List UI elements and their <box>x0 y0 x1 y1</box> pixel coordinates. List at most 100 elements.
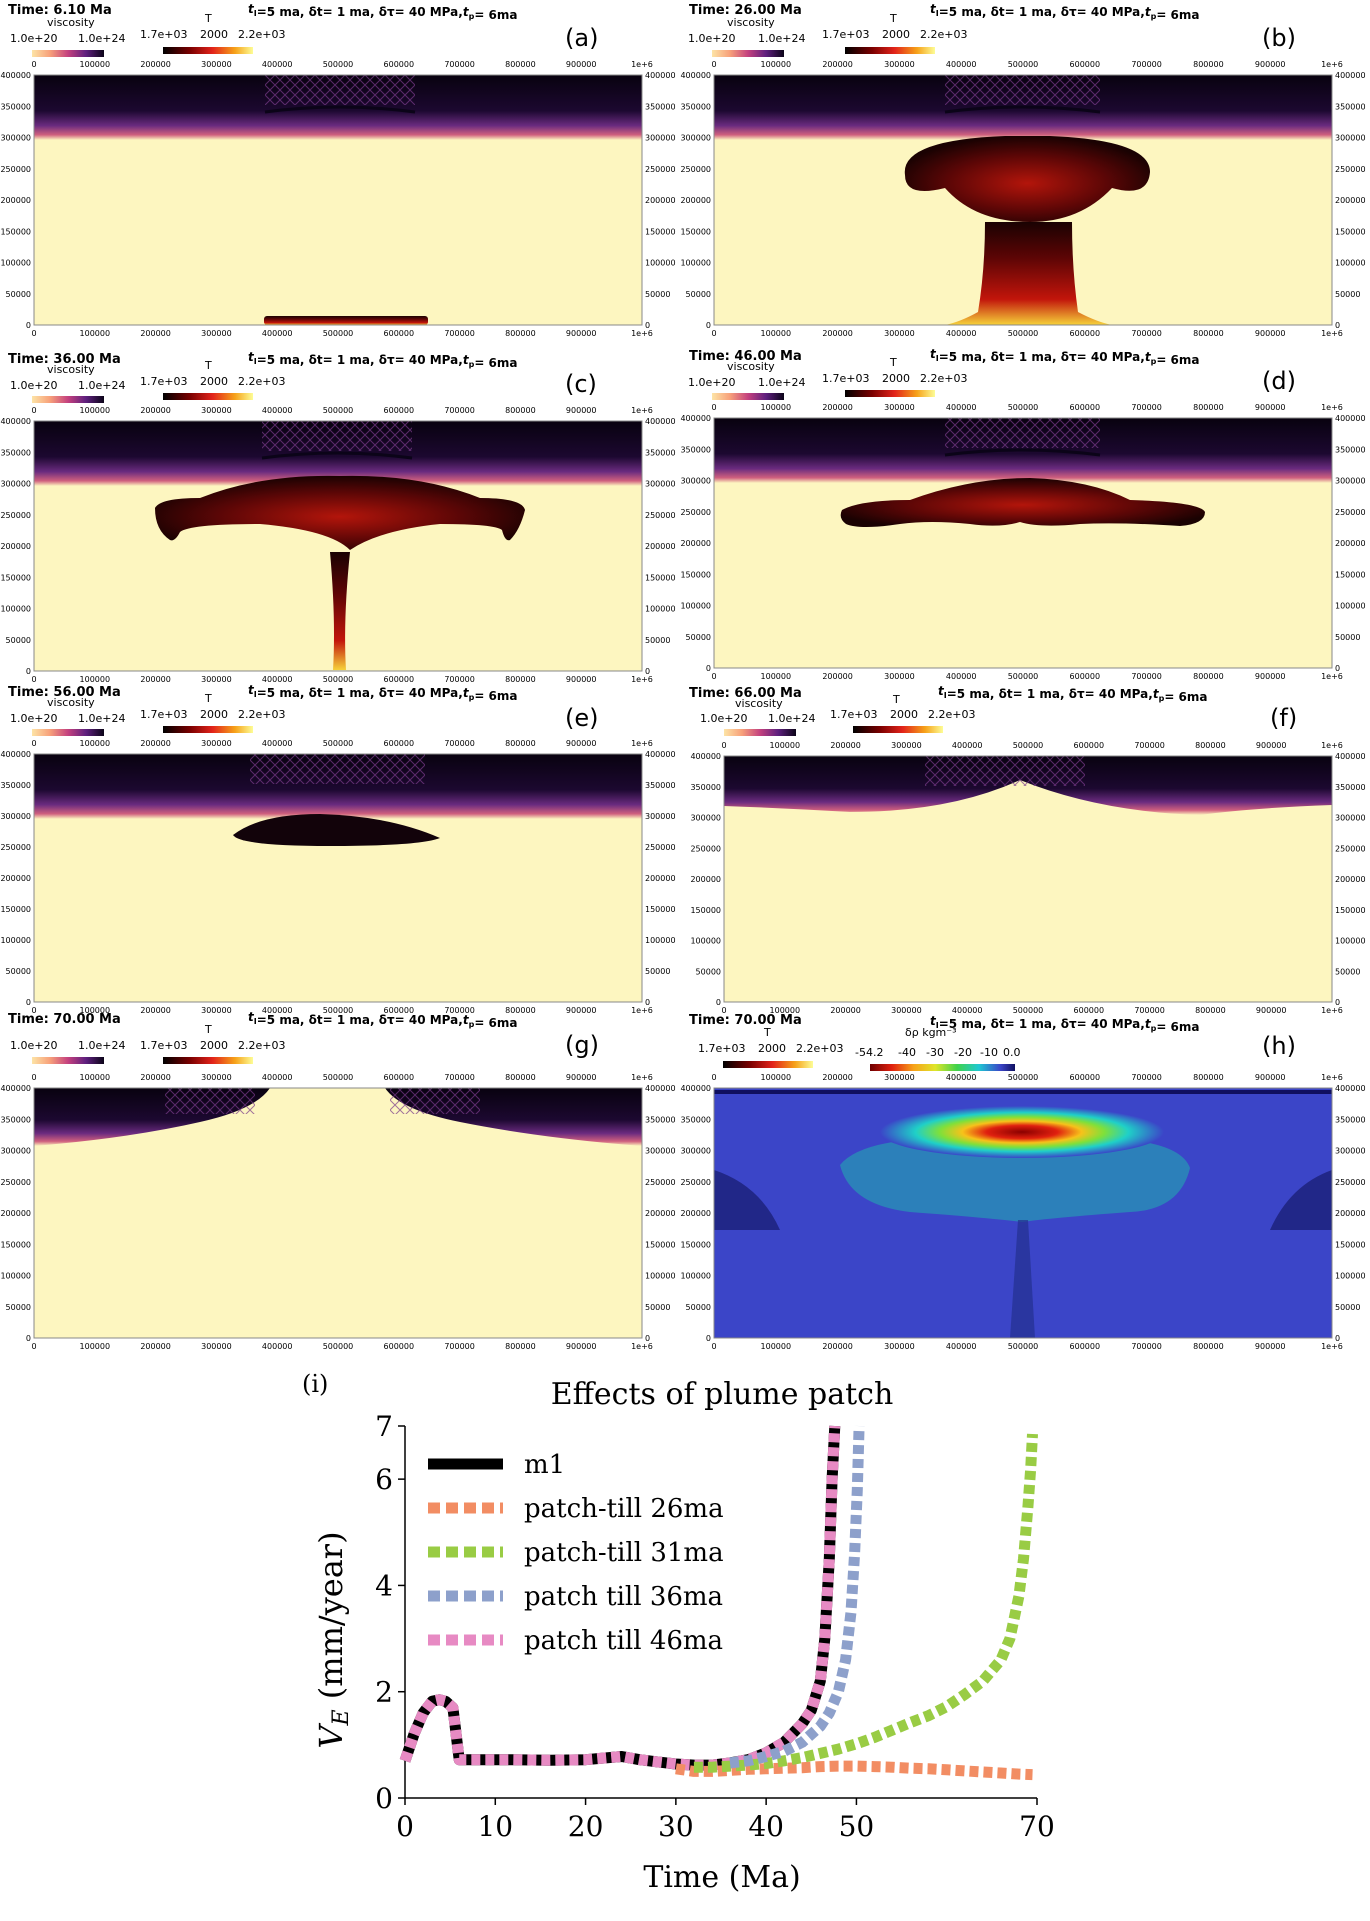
y-tick-label: 200000 <box>680 196 711 205</box>
y-tick-label: 350000 <box>690 783 721 792</box>
y-tick-label: 350000 <box>1335 445 1366 454</box>
y-tick-label: 400000 <box>0 417 31 426</box>
x-tick-label: 500000 <box>323 329 354 338</box>
x-tick-label: 800000 <box>1195 741 1226 750</box>
x-tick-label: 400000 <box>262 739 293 748</box>
y-tick-label: 50000 <box>645 636 670 645</box>
x-tick-label: 900000 <box>1255 672 1286 681</box>
y-tick-label: 4 <box>375 1569 393 1602</box>
x-tick-label: 0 <box>711 1342 716 1351</box>
y-tick-label: 350000 <box>680 445 711 454</box>
y-tick-label: 350000 <box>0 448 31 457</box>
y-tick-label: 50000 <box>6 1303 31 1312</box>
x-tick-label: 900000 <box>1255 329 1286 338</box>
y-tick-label: 300000 <box>0 1147 31 1156</box>
x-tick-label: 600000 <box>1074 741 1105 750</box>
x-tick-label: 400000 <box>262 60 293 69</box>
x-tick-label: 900000 <box>1256 1006 1287 1015</box>
panel-letter: (h) <box>1262 1032 1296 1060</box>
x-tick-label: 1e+6 <box>631 60 653 69</box>
model-domain <box>713 1087 1333 1339</box>
x-tick-label: 1e+6 <box>631 675 653 684</box>
x-tick-label: 600000 <box>384 675 415 684</box>
y-tick-label: 300000 <box>1335 814 1366 823</box>
x-tick-label: 100000 <box>80 1342 111 1351</box>
viscosity-cbar-max: 1.0e+24 <box>78 32 125 45</box>
model-domain <box>33 74 643 326</box>
y-tick-label: 200000 <box>1335 196 1366 205</box>
x-tick-label: 300000 <box>201 1342 232 1351</box>
temperature-cbar-mid: 2000 <box>890 708 918 721</box>
temperature-cbar-title: T <box>889 356 897 369</box>
x-tick-label: 800000 <box>505 1342 536 1351</box>
x-tick-label: 1e+6 <box>1321 672 1343 681</box>
x-tick-label: 700000 <box>1134 741 1165 750</box>
temperature-cbar-max: 2.2e+03 <box>238 1039 285 1052</box>
plume-remnant <box>233 814 440 846</box>
x-tick-label: 0 <box>31 1342 36 1351</box>
x-tick-label: 200000 <box>140 60 171 69</box>
x-tick-label: 0 <box>31 1073 36 1082</box>
y-tick-label: 250000 <box>0 1178 31 1187</box>
panel-d: Time: 46.00 Ma tI=5 ma, δt= 1 ma, δτ= 40… <box>680 347 1365 681</box>
x-tick-label: 900000 <box>1256 741 1287 750</box>
y-tick-label: 400000 <box>1335 1084 1366 1093</box>
y-tick-label: 300000 <box>0 480 31 489</box>
x-tick-label: 500000 <box>323 1006 354 1015</box>
x-tick-label: 100000 <box>770 741 801 750</box>
x-tick-label: 700000 <box>444 1073 475 1082</box>
y-tick-label: 200000 <box>0 1209 31 1218</box>
x-tick-label: 200000 <box>830 1006 861 1015</box>
y-tick-label: 300000 <box>645 134 676 143</box>
x-tick-label: 800000 <box>505 1006 536 1015</box>
y-tick-label: 200000 <box>1335 1209 1366 1218</box>
x-tick-label: 500000 <box>323 406 354 415</box>
y-tick-label: 0 <box>1335 1334 1340 1343</box>
x-tick-label: 300000 <box>201 406 232 415</box>
panel-time: Time: 26.00 Ma <box>689 3 802 18</box>
series-line-patch-till-26ma <box>675 1760 1033 1781</box>
x-tick-label: 0 <box>721 741 726 750</box>
y-tick-label: 100000 <box>0 936 31 945</box>
y-tick-label: 250000 <box>1335 165 1366 174</box>
y-tick-label: 200000 <box>0 196 31 205</box>
x-tick-label: 900000 <box>1255 403 1286 412</box>
y-tick-label: 150000 <box>1335 570 1366 579</box>
temperature-cbar-max: 2.2e+03 <box>796 1042 843 1055</box>
x-tick-label: 500000 <box>323 675 354 684</box>
y-tick-label: 100000 <box>680 259 711 268</box>
plume-stem <box>330 552 350 670</box>
x-tick-label: 400000 <box>262 1006 293 1015</box>
y-tick-label: 0 <box>716 998 721 1007</box>
x-tick-label: 500000 <box>1008 403 1039 412</box>
y-tick-label: 50000 <box>645 1303 670 1312</box>
viscosity-colorbar <box>712 393 784 400</box>
y-tick-label: 0 <box>706 664 711 673</box>
y-tick-label: 200000 <box>645 1209 676 1218</box>
x-tick-label: 600000 <box>384 739 415 748</box>
x-tick-label: 300000 <box>201 329 232 338</box>
x-tick-label: 400000 <box>952 1006 983 1015</box>
y-tick-label: 6 <box>375 1463 393 1496</box>
temperature-cbar-min: 1.7e+03 <box>140 28 187 41</box>
viscosity-cbar-min: 1.0e+20 <box>10 712 57 725</box>
temperature-cbar-max: 2.2e+03 <box>238 28 285 41</box>
x-tick-label: 400000 <box>946 403 977 412</box>
x-tick-label: 500000 <box>1008 672 1039 681</box>
y-tick-label: 100000 <box>645 1272 676 1281</box>
x-tick-label: 800000 <box>505 1073 536 1082</box>
panel-params: tI=5 ma, δt= 1 ma, δτ= 40 MPa,tp= 6ma <box>248 350 518 370</box>
y-tick-label: 200000 <box>680 539 711 548</box>
x-tick-label: 900000 <box>566 1342 597 1351</box>
y-tick-label: 150000 <box>0 1240 31 1249</box>
x-tick-label: 400000 <box>262 1342 293 1351</box>
y-tick-label: 150000 <box>645 573 676 582</box>
y-tick-label: 100000 <box>645 259 676 268</box>
density-cbar-tick: -30 <box>926 1046 944 1059</box>
y-tick-label: 50000 <box>1335 290 1360 299</box>
x-tick-label: 100000 <box>80 1006 111 1015</box>
y-tick-label: 400000 <box>0 71 31 80</box>
x-tick-label: 0 <box>711 672 716 681</box>
y-tick-label: 400000 <box>645 417 676 426</box>
legend-label: patch-till 26ma <box>524 1494 724 1524</box>
